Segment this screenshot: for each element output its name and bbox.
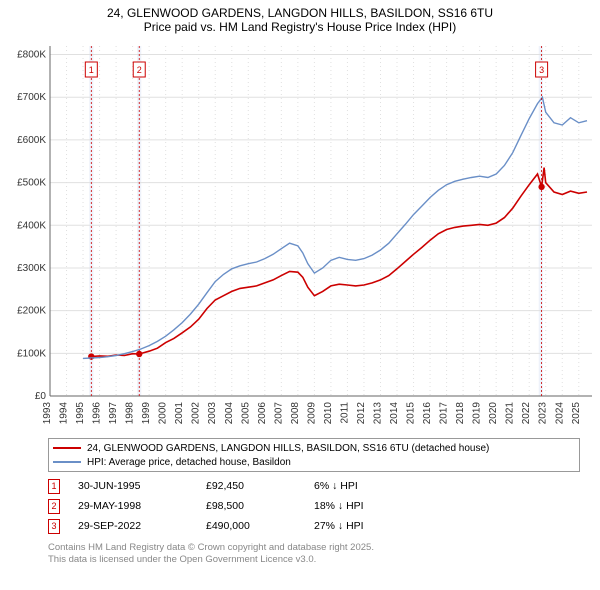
x-tick-label: 2023 (538, 402, 549, 425)
legend-label: HPI: Average price, detached house, Basi… (87, 457, 291, 468)
marker-box-label: 2 (137, 65, 142, 75)
x-tick-label: 2016 (422, 402, 433, 425)
transaction-row: 2 29-MAY-1998 £98,500 18% ↓ HPI (48, 496, 580, 516)
footer-line-1: Contains HM Land Registry data © Crown c… (48, 542, 580, 554)
x-tick-label: 2004 (224, 402, 235, 425)
legend-row: HPI: Average price, detached house, Basi… (53, 455, 575, 469)
transactions-table: 1 30-JUN-1995 £92,450 6% ↓ HPI 2 29-MAY-1998 £… (48, 476, 580, 536)
x-tick-label: 2014 (389, 402, 400, 425)
x-tick-label: 2021 (505, 402, 516, 425)
chart-area: £0 £100K £200K £300K £400K £500K £600K £700K £80… (4, 36, 596, 436)
y-tick-label: £200K (17, 306, 46, 317)
series-hpi (83, 97, 587, 358)
y-tick-label: £500K (17, 178, 46, 189)
x-tick-label: 2008 (290, 402, 301, 425)
x-tick-label: 2007 (273, 402, 284, 425)
legend-label: 24, GLENWOOD GARDENS, LANGDON HILLS, BAS… (87, 443, 489, 454)
x-tick-label: 2022 (521, 402, 532, 425)
transaction-delta: 27% ↓ HPI (314, 520, 424, 532)
transaction-date: 29-SEP-2022 (78, 520, 188, 532)
x-tick-label: 2000 (158, 402, 169, 425)
transaction-date: 30-JUN-1995 (78, 480, 188, 492)
transaction-price: £490,000 (206, 520, 296, 532)
x-tick-label: 2017 (439, 402, 450, 425)
transaction-price: £98,500 (206, 500, 296, 512)
transaction-row: 1 30-JUN-1995 £92,450 6% ↓ HPI (48, 476, 580, 496)
x-tick-label: 2015 (406, 402, 417, 425)
y-tick-label: £600K (17, 135, 46, 146)
x-tick-label: 2009 (306, 402, 317, 425)
marker-box-label: 1 (89, 65, 94, 75)
marker-box-label: 3 (539, 65, 544, 75)
transaction-price: £92,450 (206, 480, 296, 492)
x-tick-label: 2012 (356, 402, 367, 425)
x-tick-label: 2025 (571, 402, 582, 425)
y-tick-label: £100K (17, 348, 46, 359)
y-tick-label: £800K (17, 50, 46, 61)
x-tick-label: 2020 (488, 402, 499, 425)
y-tick-label: £300K (17, 263, 46, 274)
x-tick-label: 2011 (339, 402, 350, 424)
transaction-delta: 18% ↓ HPI (314, 500, 424, 512)
x-tick-label: 1997 (108, 402, 119, 425)
footer-attribution: Contains HM Land Registry data © Crown c… (48, 542, 580, 566)
x-tick-label: 2010 (323, 402, 334, 425)
transaction-delta: 6% ↓ HPI (314, 480, 424, 492)
x-tick-label: 1998 (125, 402, 136, 425)
x-tick-label: 2001 (174, 402, 185, 425)
x-tick-label: 2018 (455, 402, 466, 425)
x-tick-label: 1996 (92, 402, 103, 425)
x-tick-label: 2006 (257, 402, 268, 425)
legend-swatch (53, 461, 81, 463)
x-tick-label: 2013 (372, 402, 383, 425)
y-tick-label: £0 (35, 391, 47, 402)
x-tick-label: 2005 (240, 402, 251, 425)
x-tick-label: 1994 (59, 402, 70, 425)
x-tick-label: 2024 (554, 402, 565, 425)
x-tick-label: 1999 (141, 402, 152, 425)
transaction-row: 3 29-SEP-2022 £490,000 27% ↓ HPI (48, 516, 580, 536)
x-tick-label: 1995 (75, 402, 86, 425)
x-tick-label: 2003 (207, 402, 218, 425)
title-line-1: 24, GLENWOOD GARDENS, LANGDON HILLS, BAS… (0, 6, 600, 20)
transaction-marker: 1 (48, 479, 60, 494)
x-tick-label: 1993 (42, 402, 53, 425)
legend-swatch (53, 447, 81, 449)
x-tick-label: 2019 (472, 402, 483, 425)
footer-line-2: This data is licensed under the Open Gov… (48, 554, 580, 566)
y-tick-label: £400K (17, 220, 46, 231)
transaction-marker: 3 (48, 519, 60, 534)
legend-row: 24, GLENWOOD GARDENS, LANGDON HILLS, BAS… (53, 441, 575, 455)
title-line-2: Price paid vs. HM Land Registry's House … (0, 20, 600, 34)
x-tick-label: 2002 (191, 402, 202, 425)
transaction-date: 29-MAY-1998 (78, 500, 188, 512)
chart-svg: £0 £100K £200K £300K £400K £500K £600K £700K £80… (4, 36, 596, 436)
chart-title-block: 24, GLENWOOD GARDENS, LANGDON HILLS, BAS… (0, 0, 600, 36)
legend-box: 24, GLENWOOD GARDENS, LANGDON HILLS, BAS… (48, 438, 580, 472)
transaction-marker: 2 (48, 499, 60, 514)
y-tick-label: £700K (17, 92, 46, 103)
